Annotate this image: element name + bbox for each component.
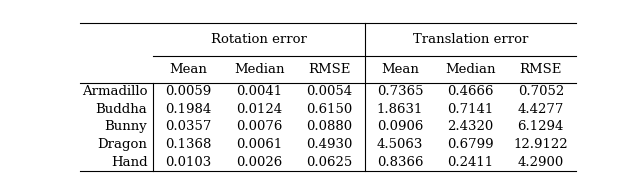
Text: 0.8366: 0.8366 [377,156,423,169]
Text: Dragon: Dragon [97,138,147,151]
Text: Mean: Mean [170,63,207,76]
Text: Hand: Hand [111,156,147,169]
Text: 0.0880: 0.0880 [307,120,353,133]
Text: Median: Median [445,63,495,76]
Text: 0.7052: 0.7052 [518,85,564,98]
Text: 4.2900: 4.2900 [518,156,564,169]
Text: 0.1984: 0.1984 [166,103,212,116]
Text: 0.0625: 0.0625 [307,156,353,169]
Text: 4.4277: 4.4277 [518,103,564,116]
Text: 0.0103: 0.0103 [166,156,212,169]
Text: 0.0906: 0.0906 [377,120,423,133]
Text: 0.6799: 0.6799 [447,138,493,151]
Text: Translation error: Translation error [413,33,528,46]
Text: RMSE: RMSE [308,63,351,76]
Text: Armadillo: Armadillo [82,85,147,98]
Text: Mean: Mean [381,63,419,76]
Text: 0.0059: 0.0059 [166,85,212,98]
Text: 0.4930: 0.4930 [307,138,353,151]
Text: Median: Median [234,63,284,76]
Text: 0.4666: 0.4666 [447,85,493,98]
Text: Bunny: Bunny [105,120,147,133]
Text: 4.5063: 4.5063 [377,138,423,151]
Text: 6.1294: 6.1294 [518,120,564,133]
Text: 0.0054: 0.0054 [307,85,353,98]
Text: 0.0041: 0.0041 [236,85,282,98]
Text: 0.0076: 0.0076 [236,120,282,133]
Text: RMSE: RMSE [520,63,562,76]
Text: 0.0026: 0.0026 [236,156,282,169]
Text: 0.0357: 0.0357 [165,120,212,133]
Text: 0.0061: 0.0061 [236,138,282,151]
Text: 0.0124: 0.0124 [236,103,282,116]
Text: Rotation error: Rotation error [211,33,307,46]
Text: 1.8631: 1.8631 [377,103,423,116]
Text: 2.4320: 2.4320 [447,120,493,133]
Text: 12.9122: 12.9122 [513,138,568,151]
Text: 0.6150: 0.6150 [307,103,353,116]
Text: Buddha: Buddha [96,103,147,116]
Text: 0.7365: 0.7365 [377,85,423,98]
Text: 0.7141: 0.7141 [447,103,493,116]
Text: 0.2411: 0.2411 [447,156,493,169]
Text: 0.1368: 0.1368 [165,138,212,151]
